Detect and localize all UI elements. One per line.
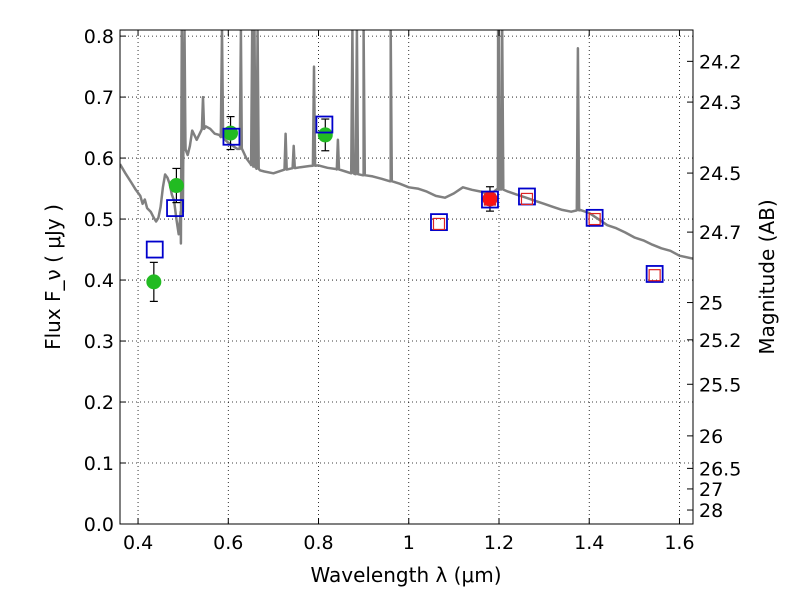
model-flux-square-blue (585, 208, 604, 227)
y2-tick-label: 24.5 (699, 163, 741, 185)
model-flux-square-blue (145, 240, 164, 259)
photometry-point (168, 178, 184, 194)
y2-tick-label: 24.2 (699, 51, 741, 73)
x-tick-label: 0.8 (303, 532, 333, 554)
y-tick-label: 0.7 (84, 87, 114, 109)
x-axis-title: Wavelength λ (μm) (310, 563, 501, 587)
y2-tick-label: 24.3 (699, 92, 741, 114)
x-tick-label: 1 (403, 532, 415, 554)
y2-tick-label: 26.5 (699, 458, 741, 480)
photometry-point (146, 274, 162, 290)
y2-axis-title: Magnitude (AB) (755, 199, 779, 354)
y-tick-label: 0.8 (84, 26, 114, 48)
y2-tick-label: 27 (699, 479, 723, 501)
y2-tick-label: 25 (699, 293, 723, 315)
model-flux-square-blue (315, 115, 334, 134)
y2-tick-label: 28 (699, 500, 723, 522)
y-tick-label: 0.2 (84, 392, 114, 414)
y-tick-label: 0.3 (84, 331, 114, 353)
model-flux-square-red (432, 217, 446, 231)
ticks: 0.4 0.6 0.8 1 1.2 1.4 1.6 0.0 0.1 0.2 0.3 0.4 0.5 0.6… (84, 26, 742, 554)
model-flux-square-blue (222, 127, 241, 146)
model-flux-square-red (520, 192, 534, 206)
x-tick-label: 1.4 (574, 532, 604, 554)
x-tick-label: 1.6 (664, 532, 694, 554)
x-tick-label: 1.2 (484, 532, 514, 554)
y-tick-label: 0.6 (84, 148, 114, 170)
y-tick-label: 0.5 (84, 209, 114, 231)
y2-tick-label: 26 (699, 426, 723, 448)
model-flux-square-blue (166, 199, 184, 217)
model-flux-square-blue (481, 190, 499, 209)
model-flux-square-red (588, 212, 601, 226)
marker-layer (145, 115, 664, 302)
model-flux-square-blue (645, 265, 664, 283)
model-flux-square-red (648, 269, 661, 282)
y-axis-title: Flux F_ν ( μJy ) (41, 204, 65, 350)
plot-background (120, 30, 693, 524)
y2-tick-label: 24.7 (699, 222, 741, 244)
x-tick-label: 0.4 (123, 532, 153, 554)
spectrum-layer (120, 30, 693, 260)
y-tick-label: 0.0 (84, 514, 114, 536)
model-flux-square-blue (430, 213, 448, 232)
y2-tick-label: 25.5 (699, 374, 741, 396)
plot-frame (119, 29, 694, 525)
y2-tick-label: 25.2 (699, 330, 741, 352)
photometry-point (223, 125, 239, 141)
spectrum-line (120, 30, 693, 260)
photometry-point (482, 191, 498, 207)
model-flux-square-red (483, 193, 497, 206)
y-tick-label: 0.4 (84, 270, 114, 292)
photometry-point (317, 127, 333, 143)
x-tick-label: 0.6 (213, 532, 243, 554)
y-tick-label: 0.1 (84, 453, 114, 475)
